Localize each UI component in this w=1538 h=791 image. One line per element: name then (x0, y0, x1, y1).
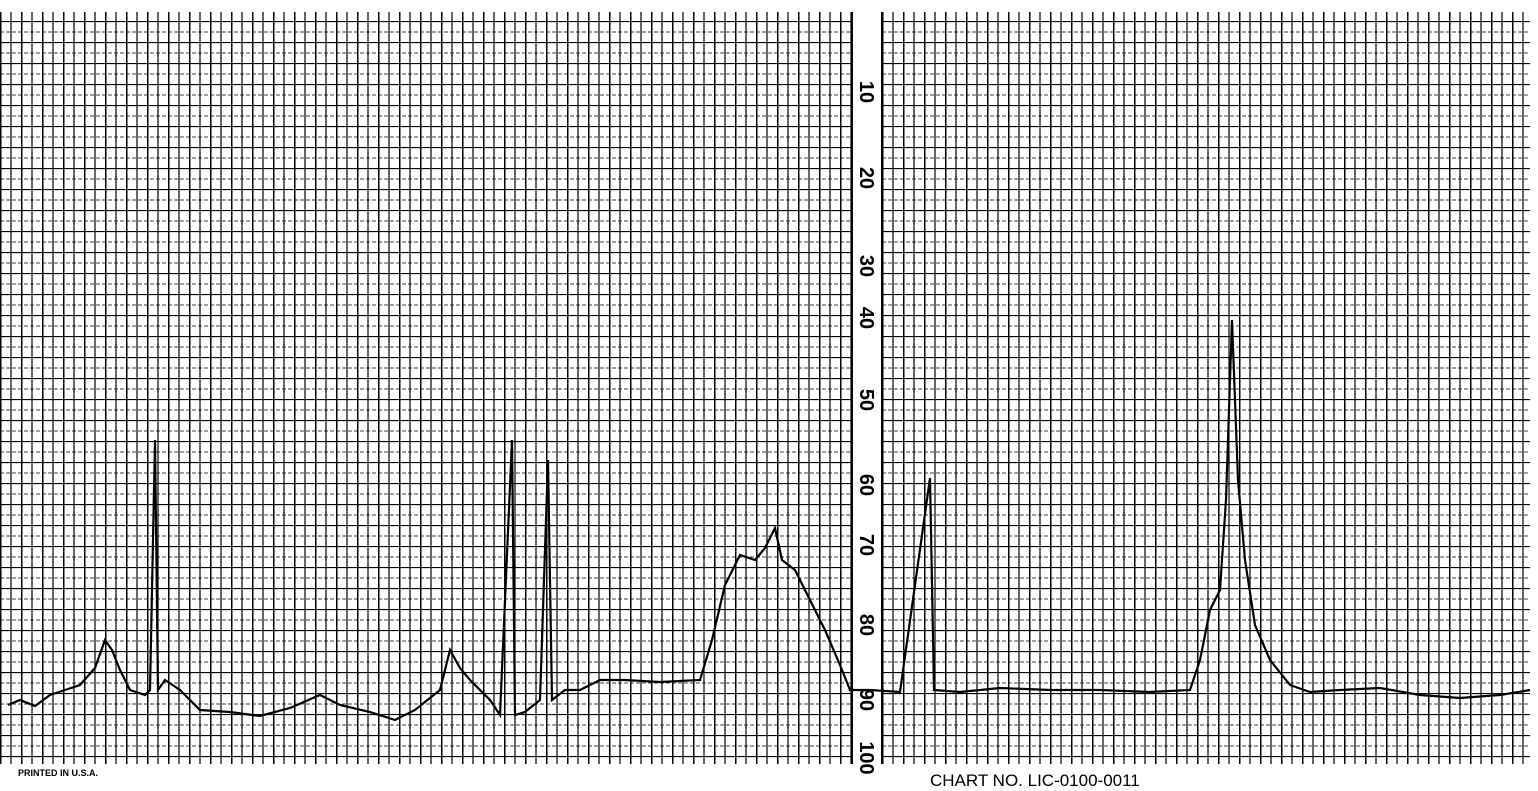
footer-right: CHART NO. LIC-0100-0011 (930, 771, 1140, 790)
scale-label: 30 (855, 255, 877, 277)
page: {"scale":{"labels":["10","20","30","40",… (0, 0, 1538, 791)
scale-label: 80 (855, 614, 877, 636)
scale-label: 70 (855, 534, 877, 556)
chart-paper: PRINTED IN U.S.A. CHART NO. LIC-0100-001… (0, 0, 1538, 791)
scale-label: 90 (855, 689, 877, 711)
scale-label: 100 (855, 741, 877, 774)
scale-label: 10 (855, 81, 877, 103)
footer-left: PRINTED IN U.S.A. (18, 768, 98, 778)
horizontal-grid (0, 12, 1530, 764)
scale-label: 60 (855, 474, 877, 496)
scale-label: 20 (855, 167, 877, 189)
scale-label: 40 (855, 307, 877, 329)
scale-label: 50 (855, 389, 877, 411)
